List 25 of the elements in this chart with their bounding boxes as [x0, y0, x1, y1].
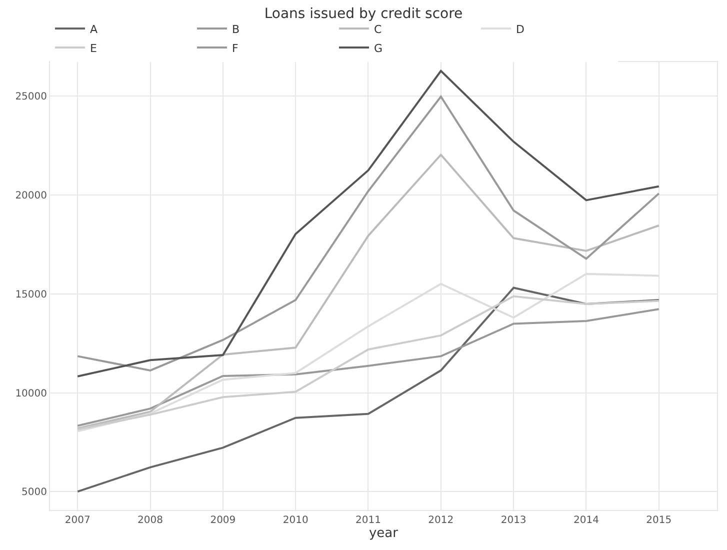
line-series	[76, 286, 660, 493]
x-tick-label: 2014	[573, 515, 599, 526]
y-tick-label: 10000	[15, 388, 47, 400]
x-tick-label: 2015	[646, 515, 672, 526]
line-series	[76, 154, 660, 430]
y-tick-label: 20000	[15, 190, 47, 202]
x-tick-label: 2013	[500, 515, 526, 526]
x-axis-title: year	[368, 526, 399, 541]
legend-label: D	[516, 22, 524, 36]
legend-label: E	[90, 42, 97, 55]
x-tick-label: 2012	[428, 515, 454, 526]
legend-label: A	[90, 22, 98, 36]
x-tick-label: 2008	[138, 515, 163, 526]
legend-label: G	[374, 42, 383, 55]
legend-label: F	[232, 42, 238, 55]
legend-label: B	[232, 22, 240, 36]
x-tick-label: 2010	[282, 515, 308, 526]
y-tick-label: 5000	[22, 487, 47, 498]
legend-label: C	[374, 22, 382, 36]
y-tick-label: 15000	[15, 289, 47, 300]
x-tick-label: 2009	[210, 515, 236, 526]
y-tick-label: 25000	[15, 92, 47, 103]
chart-title: Loans issued by credit score	[264, 6, 463, 22]
x-tick-label: 2011	[356, 515, 381, 526]
x-tick-label: 2007	[64, 515, 90, 526]
